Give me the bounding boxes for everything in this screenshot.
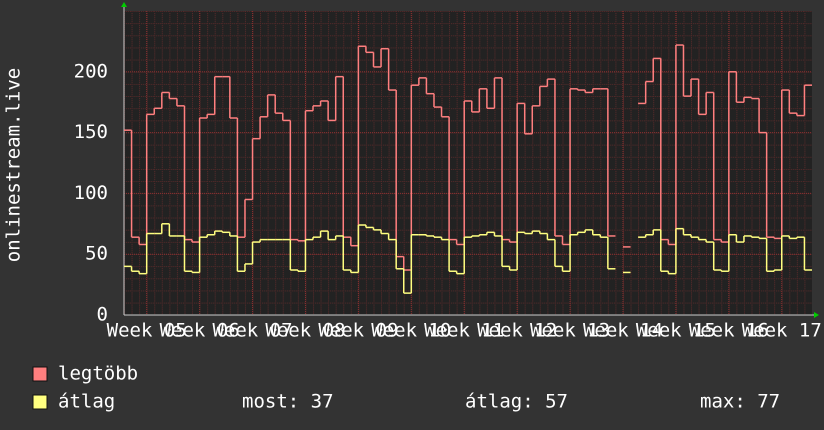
x-tick-label: Week 06	[160, 320, 240, 342]
legend-stat: max: 77	[700, 391, 780, 413]
legend-stat: átlag: 57	[465, 391, 568, 413]
minor-grid	[124, 11, 812, 315]
legend-stat: most: 37	[242, 391, 334, 413]
x-tick-label: Week 12	[477, 320, 557, 342]
axis-arrow	[814, 312, 819, 318]
legend-label: legtöbb	[58, 363, 138, 385]
x-tick-label: Week 13	[530, 320, 610, 342]
x-tick-label: Week 14	[583, 320, 663, 342]
legend-swatch	[32, 366, 48, 382]
legend-swatch	[32, 394, 48, 410]
y-tick-label: 100	[74, 182, 108, 204]
x-tick-label: Week 10	[371, 320, 451, 342]
x-tick-label: Week 08	[265, 320, 345, 342]
x-tick-label: Week 17	[742, 320, 822, 342]
legend-label: átlag	[58, 391, 115, 413]
y-tick-label: 150	[74, 121, 108, 143]
axis-arrow	[121, 2, 127, 7]
y-tick-label: 50	[85, 243, 108, 265]
x-tick-label: Week 11	[424, 320, 504, 342]
y-tick-label: 0	[97, 304, 108, 326]
y-axis-label: onlinestream.live	[3, 68, 25, 262]
x-tick-label: Week 16	[689, 320, 769, 342]
x-tick-label: Week 05	[107, 320, 187, 342]
x-tick-label: Week 09	[318, 320, 398, 342]
x-tick-label: Week 07	[212, 320, 292, 342]
y-tick-label: 200	[74, 60, 108, 82]
x-tick-label: Week 15	[636, 320, 716, 342]
